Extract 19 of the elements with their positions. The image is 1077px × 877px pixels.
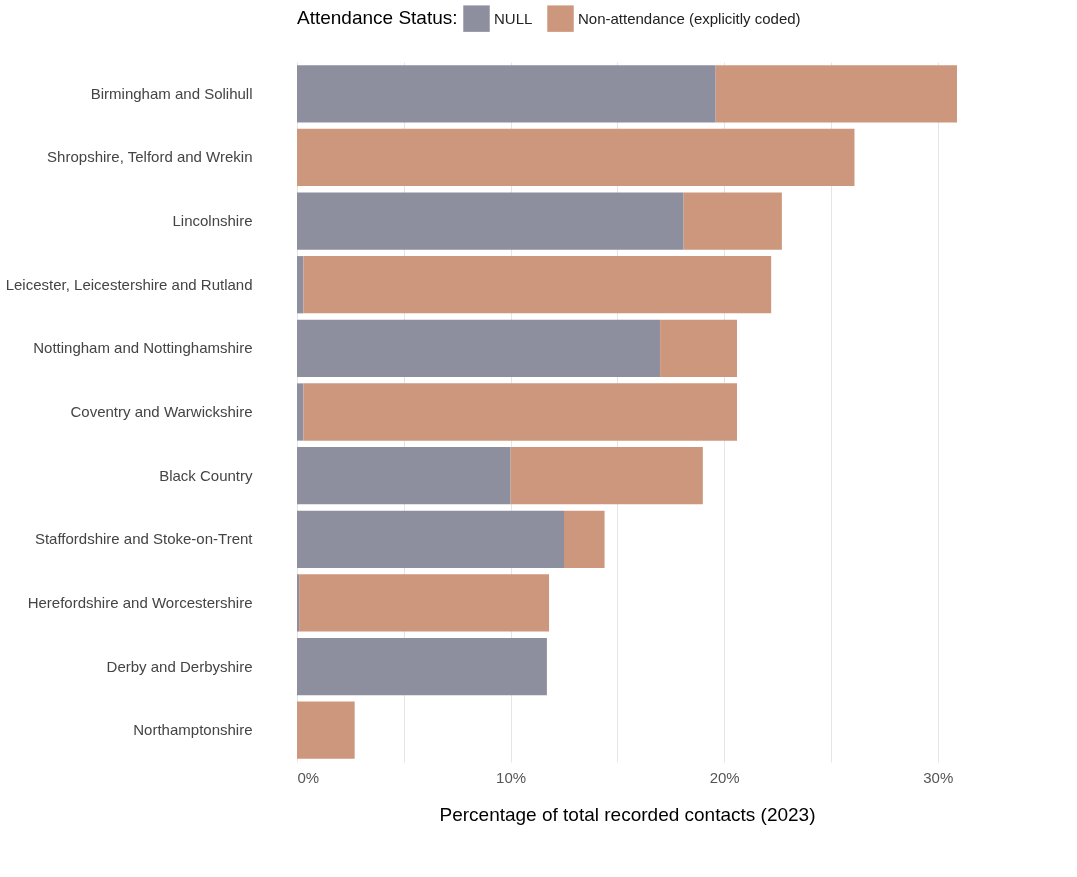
x-tick-label: 20%	[709, 768, 740, 786]
y-tick-label: Black Country	[159, 466, 253, 484]
y-tick-label: Lincolnshire	[172, 212, 253, 230]
y-tick-label: Leicester, Leicestershire and Rutland	[5, 275, 253, 293]
y-tick-label: Coventry and Warwickshire	[70, 403, 253, 420]
legend-label: NULL	[494, 9, 533, 27]
legend-title: Attendance Status:	[297, 7, 458, 28]
x-tick-label: 10%	[496, 768, 527, 786]
legend-label: Non-attendance (explicitly coded)	[578, 9, 801, 27]
y-tick-label: Nottingham and Nottinghamshire	[33, 339, 253, 357]
y-tick-label: Shropshire, Telford and Wrekin	[47, 148, 253, 166]
y-tick-label: Staffordshire and Stoke-on-Trent	[34, 530, 254, 548]
y-tick-label: Herefordshire and Worcestershire	[27, 593, 253, 611]
x-tick-label: 0%	[297, 768, 320, 786]
y-tick-label: Derby and Derbyshire	[106, 657, 253, 675]
x-tick-label: 30%	[923, 768, 954, 786]
y-tick-label: Northamptonshire	[133, 721, 253, 739]
x-axis-title: Percentage of total recorded contacts (2023)	[439, 803, 816, 825]
y-tick-label: Birmingham and Solihull	[90, 84, 253, 102]
